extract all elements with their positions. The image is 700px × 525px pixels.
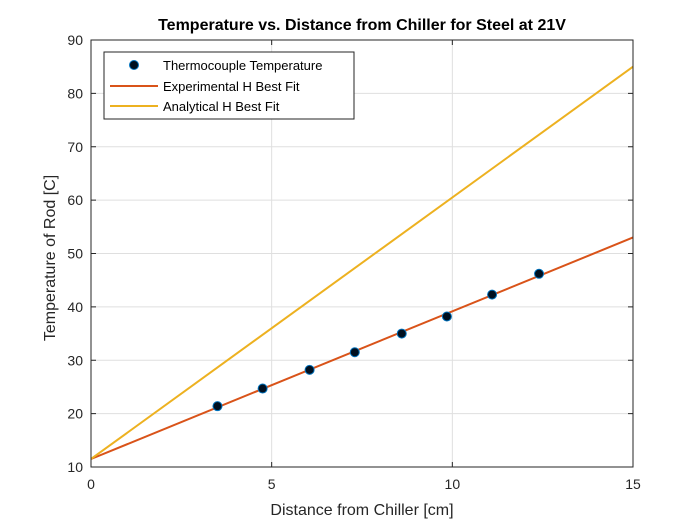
x-tick-label: 0 bbox=[87, 476, 95, 492]
data-point bbox=[349, 347, 360, 358]
legend-label-analytical: Analytical H Best Fit bbox=[163, 99, 280, 114]
x-tick-label: 10 bbox=[445, 476, 461, 492]
y-tick-label: 20 bbox=[67, 406, 83, 422]
grid-lines bbox=[91, 40, 633, 467]
legend: Thermocouple Temperature Experimental H … bbox=[103, 51, 355, 120]
legend-marker-thermocouple bbox=[129, 60, 139, 70]
y-axis-label: Temperature of Rod [C] bbox=[42, 175, 59, 341]
data-point bbox=[487, 289, 498, 300]
data-point bbox=[396, 328, 407, 339]
series-points bbox=[212, 268, 545, 412]
x-axis-label: Distance from Chiller [cm] bbox=[270, 502, 453, 519]
chart-title: Temperature vs. Distance from Chiller fo… bbox=[158, 17, 566, 34]
data-point bbox=[441, 311, 452, 322]
y-tick-label: 40 bbox=[67, 299, 83, 315]
series-line-2 bbox=[90, 65, 634, 460]
y-axis-ticks: 10 20 30 40 50 60 70 80 90 bbox=[67, 32, 633, 475]
y-tick-label: 10 bbox=[67, 459, 83, 475]
x-tick-label: 5 bbox=[268, 476, 276, 492]
y-tick-label: 90 bbox=[67, 32, 83, 48]
x-tick-label: 15 bbox=[625, 476, 641, 492]
legend-label-thermocouple: Thermocouple Temperature bbox=[163, 58, 322, 73]
data-point bbox=[534, 268, 545, 279]
data-point bbox=[212, 401, 223, 412]
y-tick-label: 70 bbox=[67, 139, 83, 155]
y-tick-label: 60 bbox=[67, 192, 83, 208]
x-axis-ticks: 0 5 10 15 bbox=[87, 40, 641, 492]
y-tick-label: 80 bbox=[67, 85, 83, 101]
data-point bbox=[304, 364, 315, 375]
legend-label-experimental: Experimental H Best Fit bbox=[163, 79, 300, 94]
y-tick-label: 50 bbox=[67, 246, 83, 262]
y-tick-label: 30 bbox=[67, 352, 83, 368]
data-point bbox=[257, 383, 268, 394]
